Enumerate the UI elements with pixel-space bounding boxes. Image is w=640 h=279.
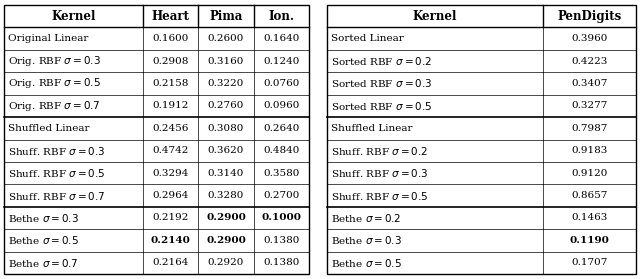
Text: 0.3407: 0.3407 bbox=[572, 79, 608, 88]
Text: Orig. RBF $\sigma = 0.3$: Orig. RBF $\sigma = 0.3$ bbox=[8, 54, 101, 68]
Bar bbox=[4, 5, 309, 274]
Text: Shuff. RBF $\sigma = 0.3$: Shuff. RBF $\sigma = 0.3$ bbox=[8, 145, 106, 157]
Text: Bethe $\sigma = 0.7$: Bethe $\sigma = 0.7$ bbox=[8, 257, 78, 269]
Text: 0.2760: 0.2760 bbox=[208, 101, 244, 110]
Text: 0.2164: 0.2164 bbox=[152, 258, 189, 267]
Text: 0.1380: 0.1380 bbox=[263, 236, 300, 245]
Text: Sorted Linear: Sorted Linear bbox=[331, 34, 404, 43]
Text: Shuff. RBF $\sigma = 0.2$: Shuff. RBF $\sigma = 0.2$ bbox=[331, 145, 428, 157]
Text: Kernel: Kernel bbox=[413, 10, 458, 23]
Text: 0.3160: 0.3160 bbox=[208, 57, 244, 66]
Text: Shuff. RBF $\sigma = 0.5$: Shuff. RBF $\sigma = 0.5$ bbox=[8, 167, 106, 179]
Text: 0.7987: 0.7987 bbox=[572, 124, 608, 133]
Text: 0.1380: 0.1380 bbox=[263, 258, 300, 267]
Text: 0.2900: 0.2900 bbox=[206, 213, 246, 222]
Text: Shuff. RBF $\sigma = 0.5$: Shuff. RBF $\sigma = 0.5$ bbox=[331, 189, 429, 201]
Text: Orig. RBF $\sigma = 0.5$: Orig. RBF $\sigma = 0.5$ bbox=[8, 76, 101, 90]
Text: 0.0960: 0.0960 bbox=[263, 101, 300, 110]
Text: Original Linear: Original Linear bbox=[8, 34, 88, 43]
Text: Orig. RBF $\sigma = 0.7$: Orig. RBF $\sigma = 0.7$ bbox=[8, 99, 100, 113]
Text: 0.1707: 0.1707 bbox=[572, 258, 608, 267]
Text: 0.2700: 0.2700 bbox=[263, 191, 300, 200]
Text: Bethe $\sigma = 0.2$: Bethe $\sigma = 0.2$ bbox=[331, 212, 401, 224]
Text: Kernel: Kernel bbox=[51, 10, 95, 23]
Text: 0.3277: 0.3277 bbox=[572, 101, 608, 110]
Text: 0.2900: 0.2900 bbox=[206, 236, 246, 245]
Text: Sorted RBF $\sigma = 0.2$: Sorted RBF $\sigma = 0.2$ bbox=[331, 55, 431, 67]
Text: 0.2920: 0.2920 bbox=[208, 258, 244, 267]
Text: Bethe $\sigma = 0.5$: Bethe $\sigma = 0.5$ bbox=[331, 257, 402, 269]
Text: 0.1190: 0.1190 bbox=[570, 236, 609, 245]
Text: Sorted RBF $\sigma = 0.3$: Sorted RBF $\sigma = 0.3$ bbox=[331, 78, 433, 90]
Text: 0.3080: 0.3080 bbox=[208, 124, 244, 133]
Text: Heart: Heart bbox=[152, 10, 189, 23]
Text: Ion.: Ion. bbox=[268, 10, 294, 23]
Text: 0.3294: 0.3294 bbox=[152, 169, 189, 178]
Text: Shuff. RBF $\sigma = 0.7$: Shuff. RBF $\sigma = 0.7$ bbox=[8, 189, 105, 201]
Text: Shuffled Linear: Shuffled Linear bbox=[331, 124, 413, 133]
Bar bbox=[327, 5, 636, 274]
Text: Bethe $\sigma = 0.3$: Bethe $\sigma = 0.3$ bbox=[331, 234, 402, 246]
Text: 0.2192: 0.2192 bbox=[152, 213, 189, 222]
Text: 0.1640: 0.1640 bbox=[263, 34, 300, 43]
Text: 0.2600: 0.2600 bbox=[208, 34, 244, 43]
Text: 0.2908: 0.2908 bbox=[152, 57, 189, 66]
Text: Pima: Pima bbox=[209, 10, 243, 23]
Text: Bethe $\sigma = 0.5$: Bethe $\sigma = 0.5$ bbox=[8, 234, 79, 246]
Text: 0.2964: 0.2964 bbox=[152, 191, 189, 200]
Text: Bethe $\sigma = 0.3$: Bethe $\sigma = 0.3$ bbox=[8, 212, 79, 224]
Text: 0.3140: 0.3140 bbox=[208, 169, 244, 178]
Text: 0.4840: 0.4840 bbox=[263, 146, 300, 155]
Text: Sorted RBF $\sigma = 0.5$: Sorted RBF $\sigma = 0.5$ bbox=[331, 100, 433, 112]
Text: 0.1600: 0.1600 bbox=[152, 34, 189, 43]
Text: 0.9120: 0.9120 bbox=[572, 169, 608, 178]
Text: 0.0760: 0.0760 bbox=[263, 79, 300, 88]
Text: 0.2158: 0.2158 bbox=[152, 79, 189, 88]
Text: 0.3280: 0.3280 bbox=[208, 191, 244, 200]
Text: 0.1463: 0.1463 bbox=[572, 213, 608, 222]
Text: 0.4223: 0.4223 bbox=[572, 57, 608, 66]
Text: 0.2640: 0.2640 bbox=[263, 124, 300, 133]
Text: 0.3580: 0.3580 bbox=[263, 169, 300, 178]
Text: 0.4742: 0.4742 bbox=[152, 146, 189, 155]
Text: 0.9183: 0.9183 bbox=[572, 146, 608, 155]
Text: Shuff. RBF $\sigma = 0.3$: Shuff. RBF $\sigma = 0.3$ bbox=[331, 167, 429, 179]
Text: 0.3960: 0.3960 bbox=[572, 34, 608, 43]
Text: 0.1912: 0.1912 bbox=[152, 101, 189, 110]
Text: 0.1000: 0.1000 bbox=[261, 213, 301, 222]
Text: 0.2456: 0.2456 bbox=[152, 124, 189, 133]
Text: 0.3620: 0.3620 bbox=[208, 146, 244, 155]
Text: 0.3220: 0.3220 bbox=[208, 79, 244, 88]
Text: 0.8657: 0.8657 bbox=[572, 191, 608, 200]
Text: 0.2140: 0.2140 bbox=[150, 236, 191, 245]
Text: 0.1240: 0.1240 bbox=[263, 57, 300, 66]
Text: PenDigits: PenDigits bbox=[557, 10, 622, 23]
Text: Shuffled Linear: Shuffled Linear bbox=[8, 124, 90, 133]
